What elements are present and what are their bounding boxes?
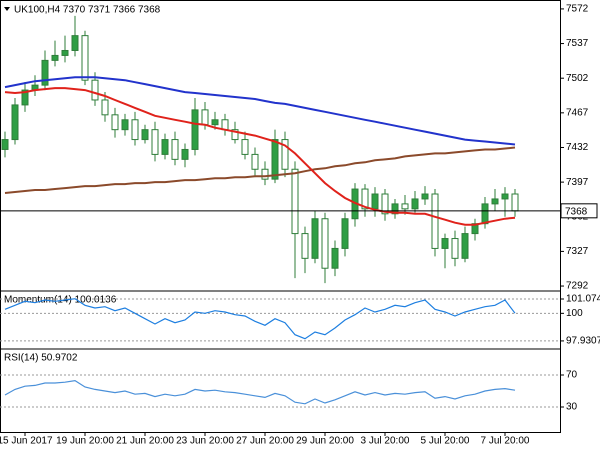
candle-body [91,79,99,101]
moving-average [4,146,516,194]
candle-body [341,218,349,249]
candle-body [331,247,339,269]
menu-arrow [4,7,10,11]
x-tick-label: 5 Jul 20:00 [421,436,470,447]
candle-body [441,238,449,249]
candle-body [411,198,419,210]
candle-body [41,59,49,86]
candle-body [231,129,239,141]
indicator-line [4,379,516,405]
candle-body [491,198,499,205]
candle-body [211,119,219,126]
x-tick-label: 21 Jun 20:00 [116,436,174,447]
x-tick-label: 29 Jun 20:00 [296,436,354,447]
candle-body [511,193,519,212]
candle-body [61,49,69,56]
candle-body [501,193,509,200]
candle-body [291,168,299,235]
candle-body [101,99,109,116]
candle-body [381,193,389,215]
candle-body [251,153,259,170]
candle-body [171,139,179,160]
candle-body [141,129,149,141]
y-tick-label: 7397 [566,177,589,188]
candle-body [81,35,89,81]
x-tick-label: 7 Jul 20:00 [481,436,530,447]
candle-body [301,233,309,259]
candle-body [421,193,429,200]
indicator-line [4,298,516,340]
last-price-label: 7368 [565,206,588,217]
x-tick-label: 15 Jun 2017 [0,436,53,447]
candle-body [431,193,439,249]
candle-body [151,129,159,155]
candle-body [261,168,269,180]
y-tick-label: 101.0748 [566,294,600,305]
y-tick-label: 7327 [566,246,589,257]
candle-body [131,119,139,141]
last-price-box [560,203,598,219]
y-tick-label: 70 [566,370,578,381]
y-tick-label: 100 [566,308,583,319]
candle-body [201,109,209,126]
moving-average [4,87,516,226]
x-tick-label: 23 Jun 20:00 [176,436,234,447]
candle-body [71,35,79,51]
candle-body [221,119,229,131]
candle-body [281,139,289,170]
y-tick-label: 7432 [566,142,589,153]
y-tick-label: 7537 [566,38,589,49]
moving-average [4,76,516,146]
y-tick-label: 30 [566,402,578,413]
y-tick-label: 7292 [566,281,589,292]
candle-body [311,218,319,259]
y-tick-label: 97.9307 [566,336,600,347]
chart-title: UK100,H4 7370 7371 7366 7368 [14,5,161,16]
candle-body [1,139,9,150]
candle-body [401,203,409,210]
candle-body [51,54,59,61]
candle-body [461,233,469,259]
candle-body [111,114,119,131]
candle-body [321,218,329,269]
x-tick-label: 3 Jul 20:00 [361,436,410,447]
x-tick-label: 19 Jun 20:00 [56,436,114,447]
y-tick-label: 7572 [566,4,589,15]
candle-body [121,119,129,131]
candle-body [371,193,379,210]
candle-body [271,139,279,180]
y-tick-label: 7502 [566,73,589,84]
candle-body [361,188,369,210]
y-tick-label: 7467 [566,107,589,118]
candle-body [241,139,249,155]
candle-body [161,139,169,155]
x-tick-label: 27 Jun 20:00 [236,436,294,447]
candle-body [21,89,29,106]
candle-body [11,104,19,141]
candle-body [451,238,459,259]
candle-body [191,109,199,150]
candle-body [481,203,489,225]
candle-body [181,148,189,160]
indicator-title: RSI(14) 50.9702 [4,353,78,364]
